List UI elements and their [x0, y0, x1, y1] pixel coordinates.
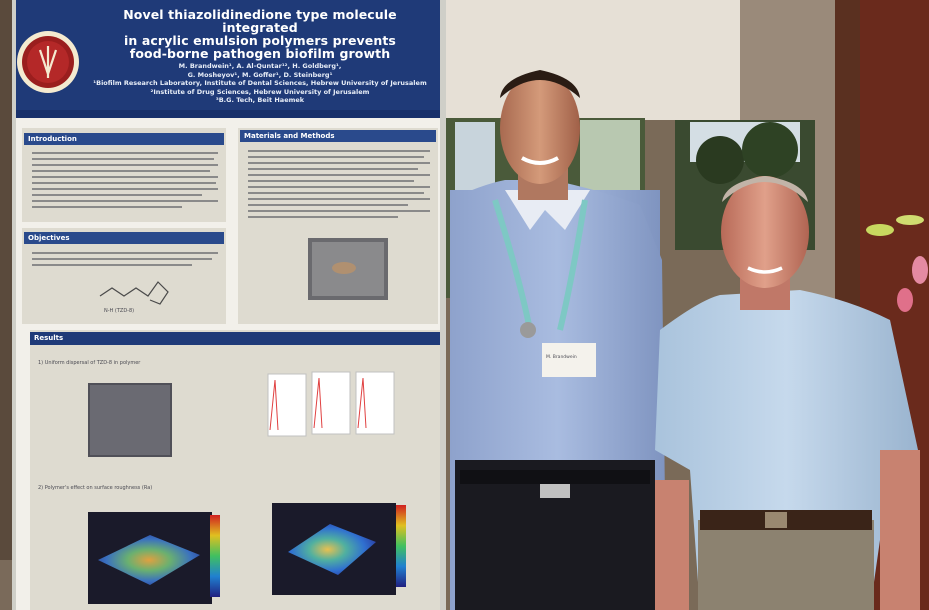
poster-author-line: G. Mosheyov¹, M. Goffer¹, D. Steinberg¹: [187, 70, 333, 79]
young-man-face: [500, 72, 580, 184]
poster-affiliation-line: ²Institute of Drug Sciences, Hebrew Univ…: [150, 87, 370, 96]
poster-title-line: in acrylic emulsion polymers prevents: [124, 33, 396, 48]
section-results: Results: [34, 334, 64, 342]
badge-text: M. Brandwein: [546, 355, 577, 360]
poster-title-line: Novel thiazolidinedione type molecule in…: [123, 7, 397, 35]
poster-authors: M. Brandwein¹, A. Al-Quntar¹², H. Goldbe…: [90, 62, 430, 105]
xray-spectra: [267, 371, 395, 437]
name-badge: [542, 343, 596, 377]
poster-header: [16, 0, 440, 118]
results-caption-2: 2) Polymer's effect on surface roughness…: [38, 485, 153, 491]
section-introduction: Introduction: [28, 135, 77, 143]
molecule-label: N-H (TZD-8): [104, 308, 135, 314]
older-man-arm-left: [655, 480, 689, 610]
lanyard: [492, 199, 588, 331]
poster-affiliation-line: ¹Biofilm Research Laboratory, Institute …: [93, 79, 427, 88]
results-caption-1: 1) Uniform dispersal of TZD-8 in polymer: [38, 360, 141, 366]
molecule-structure: [99, 281, 169, 305]
section-materials: Materials and Methods: [244, 132, 335, 140]
poster-affiliation-line: ³B.G. Tech, Beit Haemek: [215, 96, 305, 105]
older-man-trousers: [698, 520, 874, 610]
poster-title: Novel thiazolidinedione type molecule in…: [90, 8, 430, 60]
flower-leaf: [866, 224, 894, 236]
flower: [897, 288, 913, 312]
poster-title-line: food-borne pathogen biofilm growth: [129, 46, 391, 61]
poster-author-line: M. Brandwein¹, A. Al-Quntar¹², H. Goldbe…: [178, 62, 342, 70]
section-objectives: Objectives: [28, 234, 70, 242]
older-man-face: [721, 176, 809, 288]
older-man-arm-right: [880, 450, 920, 610]
